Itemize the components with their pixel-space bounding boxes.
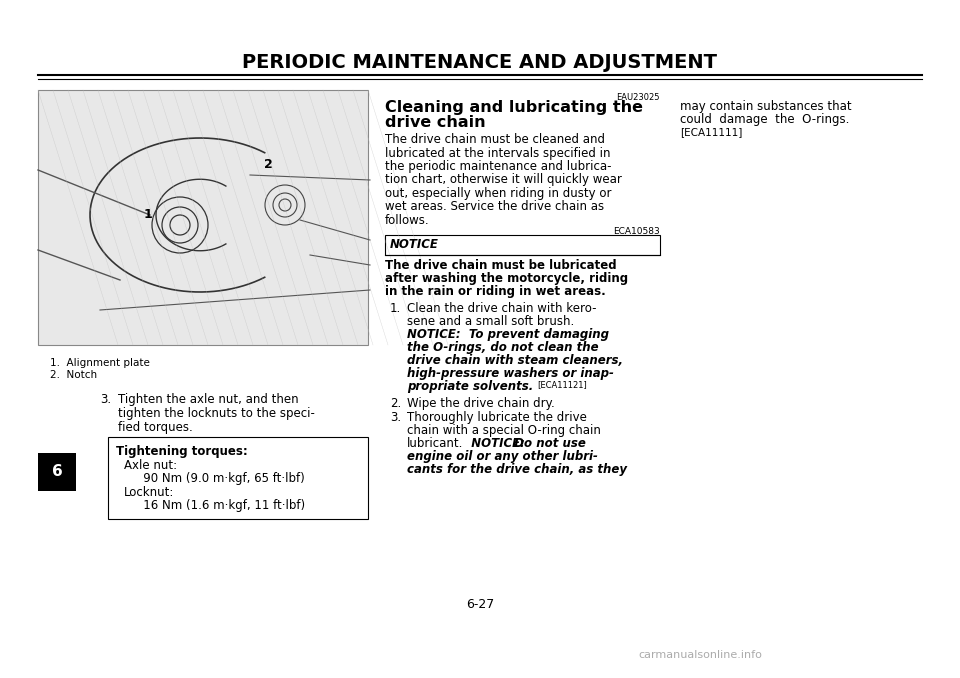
Text: 2.  Notch: 2. Notch (50, 370, 97, 380)
Text: Locknut:: Locknut: (124, 486, 175, 499)
Text: propriate solvents.: propriate solvents. (407, 380, 533, 393)
Text: Clean the drive chain with kero-: Clean the drive chain with kero- (407, 302, 596, 315)
Text: Do not use: Do not use (506, 437, 586, 450)
Text: 1: 1 (144, 208, 153, 221)
Text: engine oil or any other lubri-: engine oil or any other lubri- (407, 450, 598, 463)
Text: 90 Nm (9.0 m·kgf, 65 ft·lbf): 90 Nm (9.0 m·kgf, 65 ft·lbf) (132, 472, 304, 485)
Bar (385, 235, 660, 255)
Text: 1.: 1. (390, 302, 401, 315)
Text: NOTICE:: NOTICE: (463, 437, 525, 450)
Text: [ECA11111]: [ECA11111] (680, 127, 742, 137)
Text: drive chain with steam cleaners,: drive chain with steam cleaners, (407, 354, 623, 367)
Text: high-pressure washers or inap-: high-pressure washers or inap- (407, 367, 613, 380)
Text: drive chain: drive chain (385, 115, 486, 130)
Text: NOTICE:  To prevent damaging: NOTICE: To prevent damaging (407, 328, 609, 341)
Text: 3.: 3. (390, 411, 401, 424)
Text: after washing the motorcycle, riding: after washing the motorcycle, riding (385, 272, 628, 285)
Text: 6-27: 6-27 (466, 598, 494, 611)
Text: the O-rings, do not clean the: the O-rings, do not clean the (407, 341, 599, 354)
Text: 1.  Alignment plate: 1. Alignment plate (50, 358, 150, 368)
Text: 16 Nm (1.6 m·kgf, 11 ft·lbf): 16 Nm (1.6 m·kgf, 11 ft·lbf) (132, 499, 305, 512)
Text: in the rain or riding in wet areas.: in the rain or riding in wet areas. (385, 285, 606, 298)
Text: Cleaning and lubricating the: Cleaning and lubricating the (385, 100, 643, 115)
Text: 6: 6 (52, 464, 62, 479)
Bar (38, 90, 368, 345)
Bar (108, 437, 368, 519)
Text: 2.: 2. (390, 397, 401, 410)
Text: fied torques.: fied torques. (118, 421, 193, 434)
Text: out, especially when riding in dusty or: out, especially when riding in dusty or (385, 187, 612, 200)
Text: follows.: follows. (385, 214, 430, 227)
Bar (38, 90, 368, 345)
Text: chain with a special O-ring chain: chain with a special O-ring chain (407, 424, 601, 437)
Text: tighten the locknuts to the speci-: tighten the locknuts to the speci- (118, 407, 315, 420)
Text: 3.: 3. (100, 393, 111, 406)
Text: ECA10583: ECA10583 (613, 227, 660, 236)
Text: carmanualsonline.info: carmanualsonline.info (638, 650, 762, 660)
Text: lubricated at the intervals specified in: lubricated at the intervals specified in (385, 146, 611, 159)
Text: [ECA11121]: [ECA11121] (537, 380, 587, 389)
Text: sene and a small soft brush.: sene and a small soft brush. (407, 315, 574, 328)
Text: Tighten the axle nut, and then: Tighten the axle nut, and then (118, 393, 299, 406)
Text: Axle nut:: Axle nut: (124, 459, 178, 472)
Text: PERIODIC MAINTENANCE AND ADJUSTMENT: PERIODIC MAINTENANCE AND ADJUSTMENT (243, 52, 717, 71)
Text: Wipe the drive chain dry.: Wipe the drive chain dry. (407, 397, 555, 410)
Text: 2: 2 (264, 158, 273, 171)
Bar (38, 453, 76, 491)
Text: EAU23025: EAU23025 (616, 93, 660, 102)
Text: Tightening torques:: Tightening torques: (116, 445, 248, 458)
Text: tion chart, otherwise it will quickly wear: tion chart, otherwise it will quickly we… (385, 174, 622, 186)
Text: the periodic maintenance and lubrica-: the periodic maintenance and lubrica- (385, 160, 612, 173)
Text: lubricant.: lubricant. (407, 437, 464, 450)
Text: The drive chain must be cleaned and: The drive chain must be cleaned and (385, 133, 605, 146)
Text: Thoroughly lubricate the drive: Thoroughly lubricate the drive (407, 411, 587, 424)
Text: The drive chain must be lubricated: The drive chain must be lubricated (385, 259, 616, 272)
Text: wet areas. Service the drive chain as: wet areas. Service the drive chain as (385, 201, 604, 214)
Text: could  damage  the  O-rings.: could damage the O-rings. (680, 113, 850, 126)
Text: may contain substances that: may contain substances that (680, 100, 852, 113)
Text: NOTICE: NOTICE (390, 237, 439, 250)
Text: cants for the drive chain, as they: cants for the drive chain, as they (407, 463, 627, 476)
